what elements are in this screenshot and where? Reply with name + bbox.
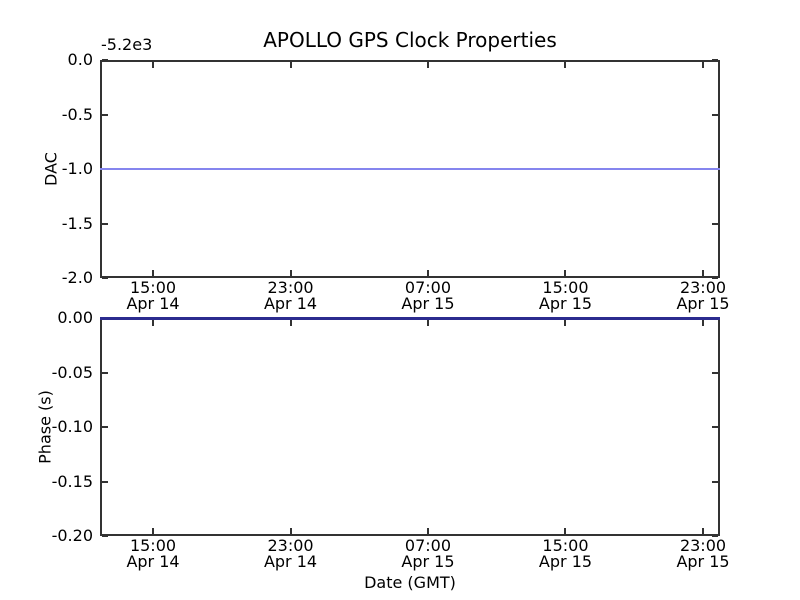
y-tick-mark	[712, 371, 718, 374]
x-tick-mark	[702, 62, 704, 68]
x-tick-label-line: 23:00	[679, 536, 727, 555]
x-tick-label-line: 15:00	[129, 536, 177, 555]
x-tick-label-line: 15:00	[542, 278, 589, 297]
y-tick-label: -0.05	[51, 362, 93, 382]
x-tick-mark	[564, 320, 567, 326]
y-tick-mark	[102, 113, 108, 116]
data-line	[100, 317, 720, 320]
x-tick-mark	[426, 320, 429, 326]
y-tick-label: 0.0	[67, 50, 93, 69]
y-tick-mark	[712, 277, 718, 279]
data-line	[100, 168, 720, 170]
x-tick-label-line: Apr 14	[263, 552, 318, 571]
x-tick-mark	[564, 62, 567, 68]
y-tick-mark	[712, 59, 718, 61]
x-tick-mark	[426, 62, 429, 68]
y-tick-label: -0.15	[51, 471, 93, 491]
chart-title: APOLLO GPS Clock Properties	[263, 28, 557, 52]
y-tick-mark	[102, 480, 108, 483]
y-tick-mark	[102, 426, 108, 428]
x-tick-label-line: 23:00	[679, 278, 727, 297]
y-axis-offset-text: -5.2e3	[101, 35, 153, 54]
y-tick-mark	[712, 222, 718, 225]
x-tick-label-line: Apr 15	[676, 552, 730, 571]
y-tick-mark	[102, 277, 108, 279]
x-tick-mark	[289, 270, 292, 276]
y-tick-label: -1.0	[61, 159, 93, 178]
y-tick-mark	[712, 426, 718, 428]
x-tick-label: 23:00 Apr 15	[653, 280, 753, 312]
y-tick-mark	[712, 535, 718, 537]
x-tick-mark	[152, 270, 154, 276]
x-tick-label-line: Apr 15	[676, 294, 730, 313]
x-tick-mark	[152, 62, 154, 68]
x-tick-label-line: 23:00	[267, 278, 314, 297]
y-tick-mark	[712, 480, 718, 483]
x-tick-label-line: 15:00	[542, 536, 589, 555]
x-tick-mark	[289, 528, 292, 534]
x-tick-mark	[702, 528, 704, 534]
x-tick-label: 15:00 Apr 15	[515, 538, 615, 570]
x-tick-mark	[152, 528, 154, 534]
x-tick-mark	[702, 270, 704, 276]
x-tick-label-line: 15:00	[129, 278, 177, 297]
y-tick-mark	[102, 535, 108, 537]
y-tick-label: -0.20	[51, 526, 93, 545]
y-tick-mark	[102, 59, 108, 61]
x-tick-label: 15:00 Apr 14	[103, 280, 203, 312]
x-tick-label-line: 23:00	[267, 536, 314, 555]
x-tick-label-line: Apr 15	[401, 294, 455, 313]
x-tick-label-line: Apr 14	[126, 552, 180, 571]
x-tick-label: 15:00 Apr 14	[103, 538, 203, 570]
y-tick-mark	[102, 222, 108, 225]
x-tick-label-line: 07:00	[404, 536, 452, 555]
y-tick-label: -1.5	[61, 213, 93, 233]
x-tick-mark	[152, 320, 154, 326]
x-tick-label-line: 07:00	[404, 278, 452, 297]
x-tick-label-line: Apr 15	[538, 294, 593, 313]
x-tick-label: 07:00 Apr 15	[378, 538, 478, 570]
x-tick-label: 07:00 Apr 15	[378, 280, 478, 312]
x-tick-label-line: Apr 14	[263, 294, 318, 313]
x-tick-label: 23:00 Apr 15	[653, 538, 753, 570]
x-tick-mark	[426, 270, 429, 276]
y-tick-mark	[712, 113, 718, 116]
axes-phase	[100, 318, 720, 536]
y-tick-label: -0.10	[51, 417, 93, 436]
y-tick-label: 0.00	[57, 308, 93, 327]
x-tick-mark	[289, 320, 292, 326]
x-tick-label-line: Apr 14	[126, 294, 180, 313]
x-tick-mark	[702, 320, 704, 326]
x-tick-label: 23:00 Apr 14	[241, 280, 341, 312]
x-tick-label-line: Apr 15	[401, 552, 455, 571]
y-tick-label: -2.0	[61, 268, 93, 287]
y-tick-label: -0.5	[61, 104, 93, 124]
x-axis-label: Date (GMT)	[364, 573, 456, 592]
x-tick-label: 23:00 Apr 14	[241, 538, 341, 570]
x-tick-label: 15:00 Apr 15	[515, 280, 615, 312]
x-tick-mark	[564, 270, 567, 276]
x-tick-mark	[564, 528, 567, 534]
y-tick-mark	[102, 371, 108, 374]
x-tick-mark	[426, 528, 429, 534]
x-tick-label-line: Apr 15	[538, 552, 593, 571]
x-tick-mark	[289, 62, 292, 68]
